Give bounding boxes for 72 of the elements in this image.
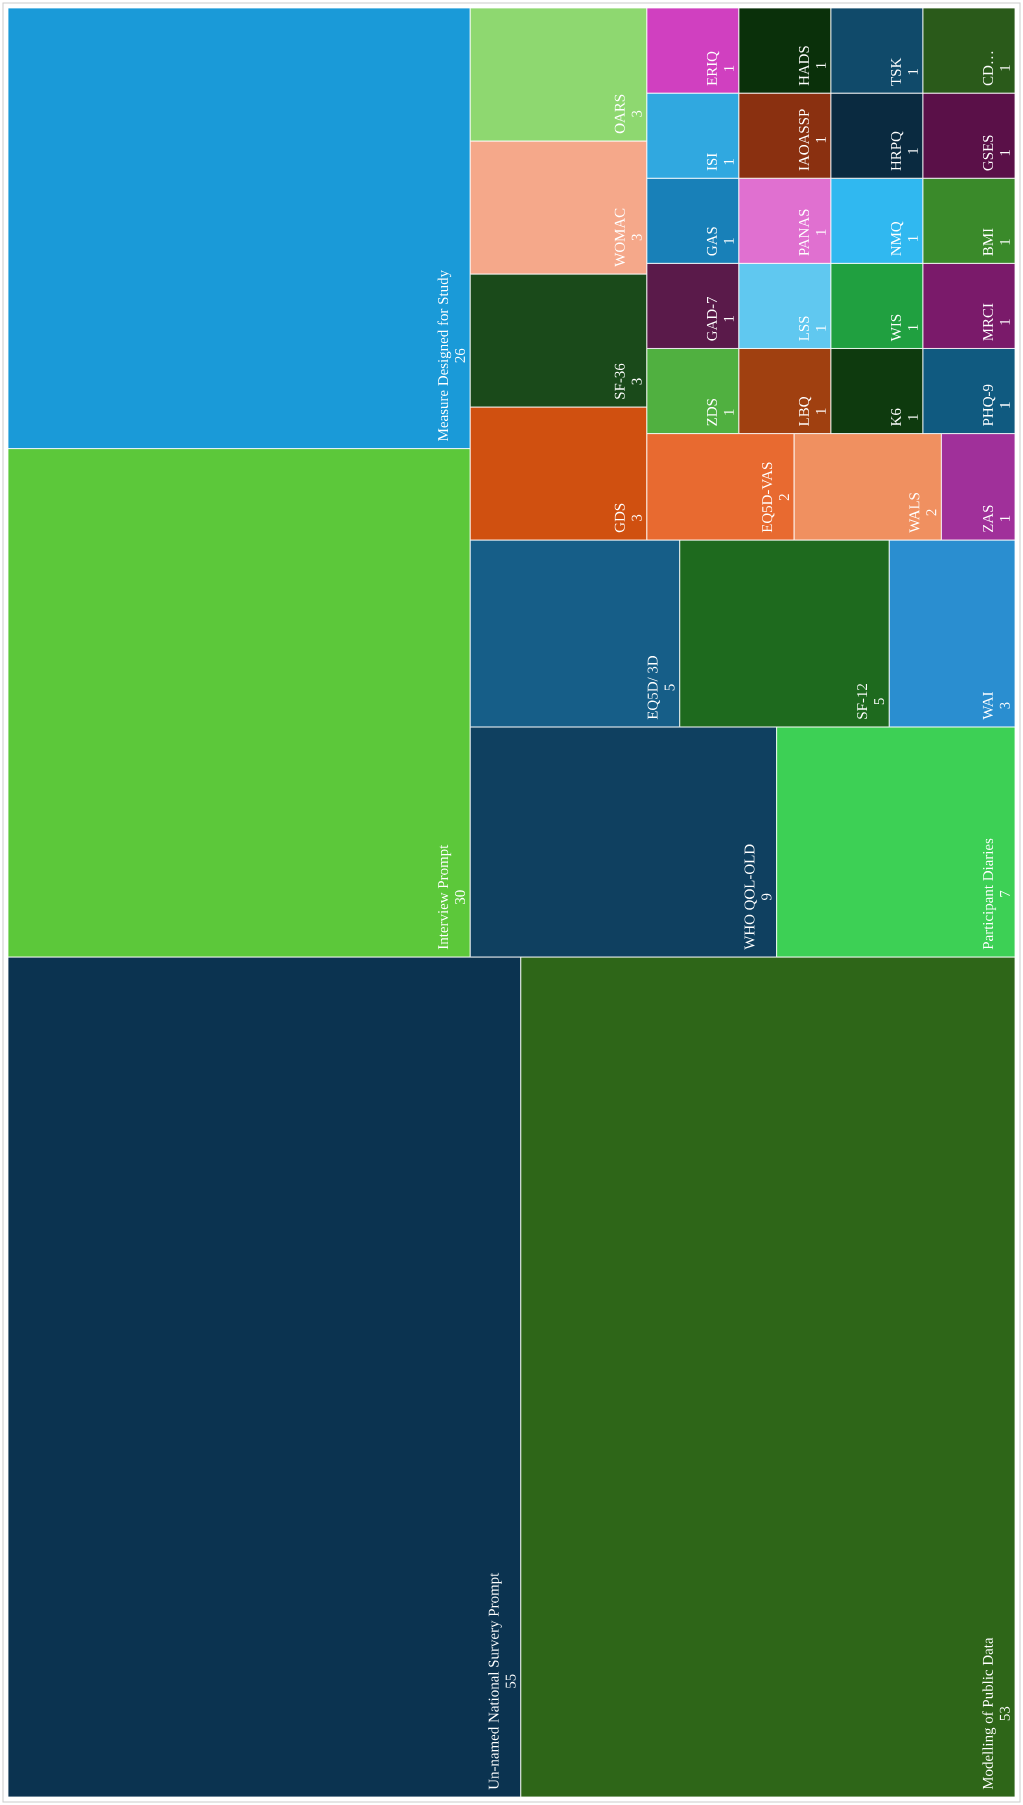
data-label: 3 <box>999 702 1010 709</box>
data-label: 1 <box>815 408 826 414</box>
category-label: WHO QOL-OLD <box>744 844 757 950</box>
data-label: 1 <box>815 229 826 235</box>
data-label: 1 <box>907 235 918 242</box>
category-label: WALS <box>909 493 920 533</box>
data-label: 1 <box>723 409 734 415</box>
category-label: ZDS <box>706 399 717 426</box>
category-label: TSK <box>890 57 901 86</box>
data-label: 1 <box>723 238 734 244</box>
category-label: ZAS <box>982 505 994 533</box>
data-label: 5 <box>664 684 675 691</box>
data-label: 1 <box>815 62 826 68</box>
category-label: BMI <box>983 228 993 256</box>
category-label: NMQ <box>890 221 904 256</box>
category-label: HADS <box>798 46 809 86</box>
data-label: 1 <box>999 65 1010 71</box>
category-label: ERIQ <box>706 51 720 86</box>
data-label: 2 <box>779 494 789 501</box>
data-label: 55 <box>505 1674 516 1688</box>
category-label: Interview Prompt <box>438 844 452 950</box>
data-label: 1 <box>999 515 1010 522</box>
data-label: 53 <box>999 1706 1010 1721</box>
data-label: 1 <box>723 316 734 322</box>
category-label: GDS <box>614 503 625 533</box>
category-label: GAS <box>706 227 717 256</box>
category-label: ISI <box>706 153 717 171</box>
category-label: EQ5D/ 3D <box>647 655 660 720</box>
data-label: 7 <box>1000 890 1010 897</box>
data-label: 1 <box>999 239 1010 245</box>
data-label: 3 <box>631 514 642 521</box>
data-label: 1 <box>907 148 918 154</box>
category-label: Participant Diaries <box>982 838 997 950</box>
data-label: 1 <box>723 159 734 165</box>
data-label: 2 <box>926 509 937 516</box>
category-label: WAI <box>982 691 993 720</box>
data-label: 3 <box>631 110 642 117</box>
data-label: 1 <box>907 68 918 75</box>
category-label: LSS <box>798 316 809 341</box>
data-label: 1 <box>907 414 918 420</box>
data-label: 3 <box>631 378 642 385</box>
category-label: GAD-7 <box>706 296 717 341</box>
data-label: 30 <box>454 890 466 904</box>
data-label: 1 <box>999 319 1010 325</box>
data-label: 5 <box>874 698 885 705</box>
category-label: EQ5D-VAS <box>762 462 775 533</box>
category-label: Measure Designed for Study <box>437 270 452 441</box>
category-label: WOMAC <box>614 208 625 267</box>
category-label: OARS <box>614 94 625 134</box>
data-label: 26 <box>455 348 466 363</box>
category-label: LBQ <box>798 396 812 426</box>
category-label: SF-36 <box>614 363 625 399</box>
data-label: 1 <box>815 325 826 331</box>
category-label: GSES <box>982 135 994 171</box>
data-label: 9 <box>761 893 772 901</box>
category-label: PHQ-9 <box>982 384 996 426</box>
category-label: CD… <box>982 51 994 86</box>
data-label: 1 <box>907 324 918 330</box>
data-label: 1 <box>723 65 734 71</box>
category-label: PANAS <box>798 209 809 256</box>
data-label: 1 <box>999 402 1010 408</box>
category-label: IAOASSP <box>798 109 809 171</box>
category-label: MRCI <box>982 303 994 341</box>
data-label: 1 <box>815 137 826 143</box>
category-label: K6 <box>890 408 901 426</box>
category-label: Modelling of Public Data <box>982 1637 996 1790</box>
data-label: 1 <box>999 149 1010 156</box>
category-label: WIS <box>890 314 902 342</box>
data-label: 3 <box>631 234 642 241</box>
category-label: Un-named National Survery Prompt <box>488 1572 502 1790</box>
category-label: SF-12 <box>857 683 868 719</box>
category-label: HRPQ <box>890 131 904 171</box>
